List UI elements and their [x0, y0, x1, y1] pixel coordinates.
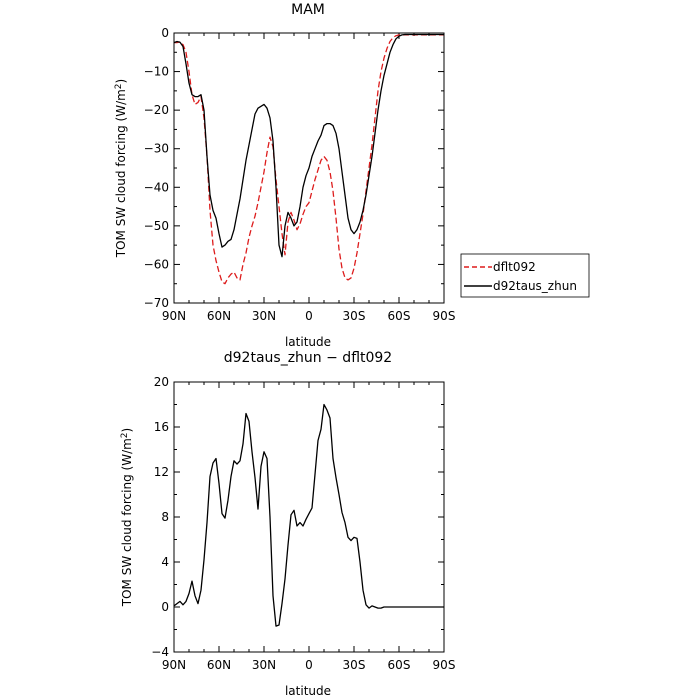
- x-tick-label: 90S: [433, 658, 456, 672]
- y-tick-label: 20: [154, 375, 169, 389]
- top-x-axis-label: latitude: [285, 335, 331, 349]
- bottom-tick-marks: [173, 381, 445, 653]
- top-x-tick-labels: 90N 60N 30N 0 30S 60S 90S: [162, 309, 456, 323]
- top-plot-frame: [173, 32, 445, 304]
- y-tick-label: 4: [161, 555, 169, 569]
- top-legend: dflt092 d92taus_zhun: [460, 253, 590, 298]
- bottom-plot-frame: [173, 381, 445, 653]
- y-tick-label: 8: [161, 510, 169, 524]
- legend-label-dflt092: dflt092: [493, 260, 536, 274]
- x-tick-label: 30N: [252, 658, 276, 672]
- top-y-tick-labels: 0 −10 −20 −30 −40 −50 −60 −70: [144, 26, 169, 310]
- x-tick-label: 90S: [433, 309, 456, 323]
- x-tick-label: 60N: [207, 658, 231, 672]
- y-tick-label: −4: [151, 645, 169, 659]
- x-tick-label: 30N: [252, 309, 276, 323]
- y-tick-label: −40: [144, 180, 169, 194]
- bottom-x-axis-label: latitude: [285, 684, 331, 698]
- series-line-dflt092: [174, 34, 444, 285]
- x-tick-label: 0: [305, 658, 313, 672]
- legend-box: [460, 253, 590, 298]
- x-tick-label: 0: [305, 309, 313, 323]
- top-y-axis-label: TOM SW cloud forcing (W/m2): [114, 79, 128, 258]
- x-tick-label: 90N: [162, 658, 186, 672]
- y-tick-label: 16: [154, 420, 169, 434]
- x-tick-label: 30S: [343, 309, 366, 323]
- x-tick-label: 60S: [388, 309, 411, 323]
- top-series-lines: [173, 33, 444, 285]
- top-chart-title: MAM: [291, 2, 325, 18]
- bottom-y-tick-labels: 20 16 12 8 4 0 −4: [151, 375, 169, 659]
- bottom-panel: d92taus_zhun − dflt092 20 16 12 8 4 0 −4 90N 60…: [120, 350, 455, 698]
- top-panel: MAM 0 −10 −20 −30 −40 −50 −60 −70 90N 60N 30N 0 30S…: [114, 2, 590, 349]
- x-tick-label: 30S: [343, 658, 366, 672]
- series-line-d92taus-zhun: [173, 33, 444, 258]
- x-tick-label: 60S: [388, 658, 411, 672]
- series-line-difference: [173, 403, 444, 627]
- y-tick-label: −10: [144, 65, 169, 79]
- bottom-x-tick-labels: 90N 60N 30N 0 30S 60S 90S: [162, 658, 456, 672]
- y-tick-label: −20: [144, 103, 169, 117]
- x-tick-label: 60N: [207, 309, 231, 323]
- y-tick-label: −50: [144, 219, 169, 233]
- y-tick-label: −30: [144, 142, 169, 156]
- bottom-series-lines: [173, 403, 444, 627]
- y-tick-label: 0: [161, 600, 169, 614]
- y-tick-label: 0: [161, 26, 169, 40]
- bottom-y-axis-label: TOM SW cloud forcing (W/m2): [120, 428, 134, 607]
- x-tick-label: 90N: [162, 309, 186, 323]
- y-tick-label: −60: [144, 257, 169, 271]
- bottom-chart-title: d92taus_zhun − dflt092: [224, 350, 392, 366]
- y-tick-label: −70: [144, 296, 169, 310]
- legend-label-d92taus-zhun: d92taus_zhun: [493, 279, 577, 293]
- y-tick-label: 12: [154, 465, 169, 479]
